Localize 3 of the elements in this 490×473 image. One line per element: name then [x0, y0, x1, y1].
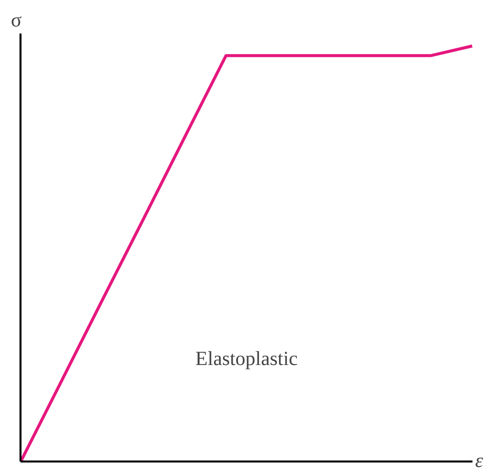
y-axis-title: σ	[10, 10, 22, 32]
x-axis-title: ε	[475, 450, 484, 472]
annotation: Elastoplastic	[195, 348, 298, 370]
